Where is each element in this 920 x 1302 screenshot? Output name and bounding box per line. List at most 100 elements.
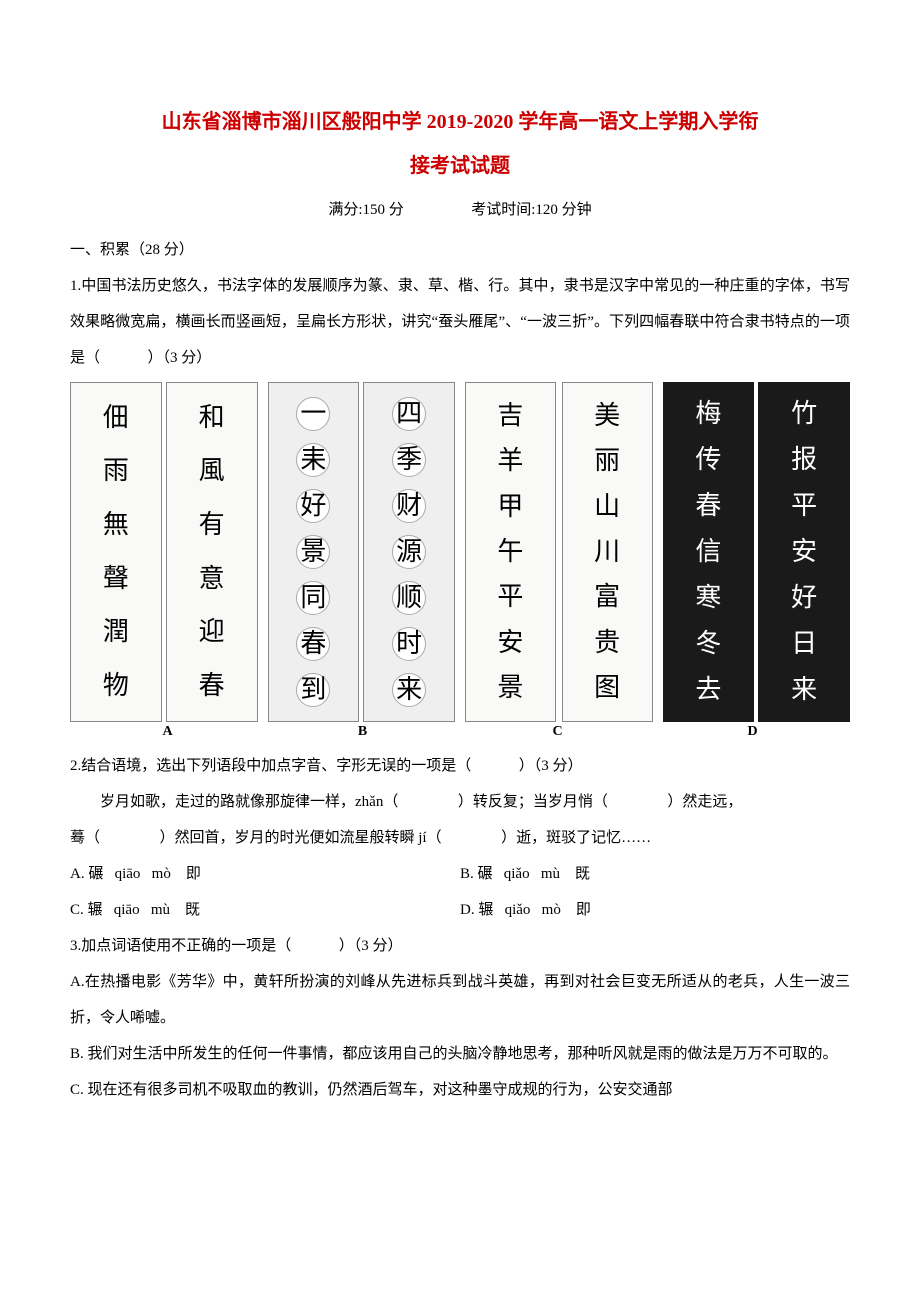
- panel-a-col2: 和 風 有 意 迎 春: [166, 382, 258, 722]
- glyph: 信: [695, 539, 721, 565]
- glyph: 平: [791, 493, 817, 519]
- meta-fullmarks: 满分:150 分: [328, 202, 403, 218]
- q2-head-text: 2.结合语境，选出下列语段中加点字音、字形无误的一项是（: [70, 758, 471, 774]
- glyph: 安: [791, 539, 817, 565]
- q2-p1a: 岁月如歌，走过的路就像那旋律一样，zhǎn（: [100, 794, 398, 810]
- q2-p2b: ）然回首，岁月的时光便如流星般转瞬 jí（: [160, 830, 442, 846]
- glyph: 安: [497, 630, 523, 656]
- q3-opt-c: C. 现在还有很多司机不吸取血的教训，仍然酒后驾车，对这种墨守成规的行为，公安交…: [70, 1072, 850, 1108]
- glyph: 意: [199, 566, 225, 592]
- q2-head: 2.结合语境，选出下列语段中加点字音、字形无误的一项是（ ）（3 分）: [70, 748, 850, 784]
- q2-opt-d: D. 辗 qiǎo mò 即: [460, 892, 850, 928]
- glyph: 平: [497, 584, 523, 610]
- q3-head-tail: ）（3 分）: [339, 938, 403, 954]
- letter-b: B: [265, 724, 460, 740]
- q2-p2a: 蓦（: [70, 830, 100, 846]
- title-line-2: 接考试试题: [70, 144, 850, 188]
- glyph: 季: [392, 443, 426, 477]
- glyph: 甲: [497, 494, 523, 520]
- q2-passage-1: 岁月如歌，走过的路就像那旋律一样，zhǎn（ ）转反复；当岁月悄（ ）然走远，: [70, 784, 850, 820]
- glyph: 山: [594, 494, 620, 520]
- glyph: 景: [296, 535, 330, 569]
- q3-head-text: 3.加点词语使用不正确的一项是（: [70, 938, 291, 954]
- q2-opt-b: B. 碾 qiǎo mù 既: [460, 856, 850, 892]
- letter-c: C: [460, 724, 655, 740]
- glyph: 物: [103, 673, 129, 699]
- glyph: 冬: [695, 631, 721, 657]
- glyph: 寒: [695, 585, 721, 611]
- glyph: 和: [199, 405, 225, 431]
- panel-d-col2: 竹 报 平 安 好 日 来: [758, 382, 850, 722]
- panel-c-col2: 美 丽 山 川 富 贵 图: [562, 382, 653, 722]
- meta-duration: 考试时间:120 分钟: [471, 202, 591, 218]
- glyph: 聲: [103, 566, 129, 592]
- panel-b-col2: 四 季 财 源 顺 时 来: [363, 382, 455, 722]
- glyph: 吉: [497, 403, 523, 429]
- glyph: 春: [296, 627, 330, 661]
- q3-opt-a: A.在热播电影《芳华》中，黄轩所扮演的刘峰从先进标兵到战斗英雄，再到对社会巨变无…: [70, 964, 850, 1036]
- panel-b: 一 耒 好 景 同 春 到 四 季 财 源 顺 时 来: [268, 382, 456, 722]
- glyph: 传: [695, 447, 721, 473]
- q2-p1b: ）转反复；当岁月悄（: [458, 794, 608, 810]
- title-line-1: 山东省淄博市淄川区般阳中学 2019-2020 学年高一语文上学期入学衔: [70, 100, 850, 144]
- letter-a: A: [70, 724, 265, 740]
- glyph: 羊: [497, 448, 523, 474]
- q2-p2c: ）逝，斑驳了记忆……: [501, 830, 651, 846]
- glyph: 日: [791, 631, 817, 657]
- glyph: 春: [199, 673, 225, 699]
- panel-letters: A B C D: [70, 724, 850, 740]
- glyph: 春: [695, 493, 721, 519]
- glyph: 景: [497, 675, 523, 701]
- glyph: 好: [296, 489, 330, 523]
- panel-c: 吉 羊 甲 午 平 安 景 美 丽 山 川 富 贵 图: [465, 382, 653, 722]
- glyph: 图: [594, 675, 620, 701]
- panel-a-col1: 佃 雨 無 聲 潤 物: [70, 382, 162, 722]
- glyph: 一: [296, 397, 330, 431]
- panel-a: 佃 雨 無 聲 潤 物 和 風 有 意 迎 春: [70, 382, 258, 722]
- panel-c-col1: 吉 羊 甲 午 平 安 景: [465, 382, 556, 722]
- panel-d: 梅 传 春 信 寒 冬 去 竹 报 平 安 好 日 来: [663, 382, 851, 722]
- q2-head-tail: ）（3 分）: [519, 758, 583, 774]
- glyph: 贵: [594, 630, 620, 656]
- q3-opt-b: B. 我们对生活中所发生的任何一件事情，都应该用自己的头脑冷静地思考，那种听风就…: [70, 1036, 850, 1072]
- section-1-heading: 一、积累（28 分）: [70, 232, 850, 268]
- q1-text: 1.中国书法历史悠久，书法字体的发展顺序为篆、隶、草、楷、行。其中，隶书是汉字中…: [70, 268, 850, 376]
- glyph: 报: [791, 447, 817, 473]
- exam-meta: 满分:150 分 考试时间:120 分钟: [70, 192, 850, 228]
- glyph: 富: [594, 584, 620, 610]
- glyph: 佃: [103, 405, 129, 431]
- glyph: 無: [103, 512, 129, 538]
- calligraphy-panels: 佃 雨 無 聲 潤 物 和 風 有 意 迎 春 一 耒 好 景 同 春 到 四 …: [70, 382, 850, 722]
- glyph: 源: [392, 535, 426, 569]
- glyph: 顺: [392, 581, 426, 615]
- q2-options-row1: A. 碾 qiāo mò 即 B. 碾 qiǎo mù 既: [70, 856, 850, 892]
- glyph: 到: [296, 673, 330, 707]
- glyph: 竹: [791, 401, 817, 427]
- glyph: 好: [791, 585, 817, 611]
- glyph: 同: [296, 581, 330, 615]
- glyph: 去: [695, 677, 721, 703]
- glyph: 風: [199, 458, 225, 484]
- glyph: 来: [392, 673, 426, 707]
- q2-passage-2: 蓦（ ）然回首，岁月的时光便如流星般转瞬 jí（ ）逝，斑驳了记忆……: [70, 820, 850, 856]
- q2-options-row2: C. 辗 qiāo mù 既 D. 辗 qiǎo mò 即: [70, 892, 850, 928]
- q2-opt-a: A. 碾 qiāo mò 即: [70, 856, 460, 892]
- glyph: 耒: [296, 443, 330, 477]
- glyph: 雨: [103, 458, 129, 484]
- glyph: 美: [594, 403, 620, 429]
- q3-head: 3.加点词语使用不正确的一项是（ ）（3 分）: [70, 928, 850, 964]
- glyph: 川: [594, 539, 620, 565]
- glyph: 四: [392, 397, 426, 431]
- glyph: 潤: [103, 619, 129, 645]
- glyph: 来: [791, 677, 817, 703]
- q1-tail: ）（3 分）: [148, 350, 212, 366]
- letter-d: D: [655, 724, 850, 740]
- glyph: 丽: [594, 448, 620, 474]
- glyph: 午: [497, 539, 523, 565]
- glyph: 迎: [199, 619, 225, 645]
- panel-b-col1: 一 耒 好 景 同 春 到: [268, 382, 360, 722]
- panel-d-col1: 梅 传 春 信 寒 冬 去: [663, 382, 755, 722]
- glyph: 时: [392, 627, 426, 661]
- glyph: 有: [199, 512, 225, 538]
- q2-p1c: ）然走远，: [667, 794, 742, 810]
